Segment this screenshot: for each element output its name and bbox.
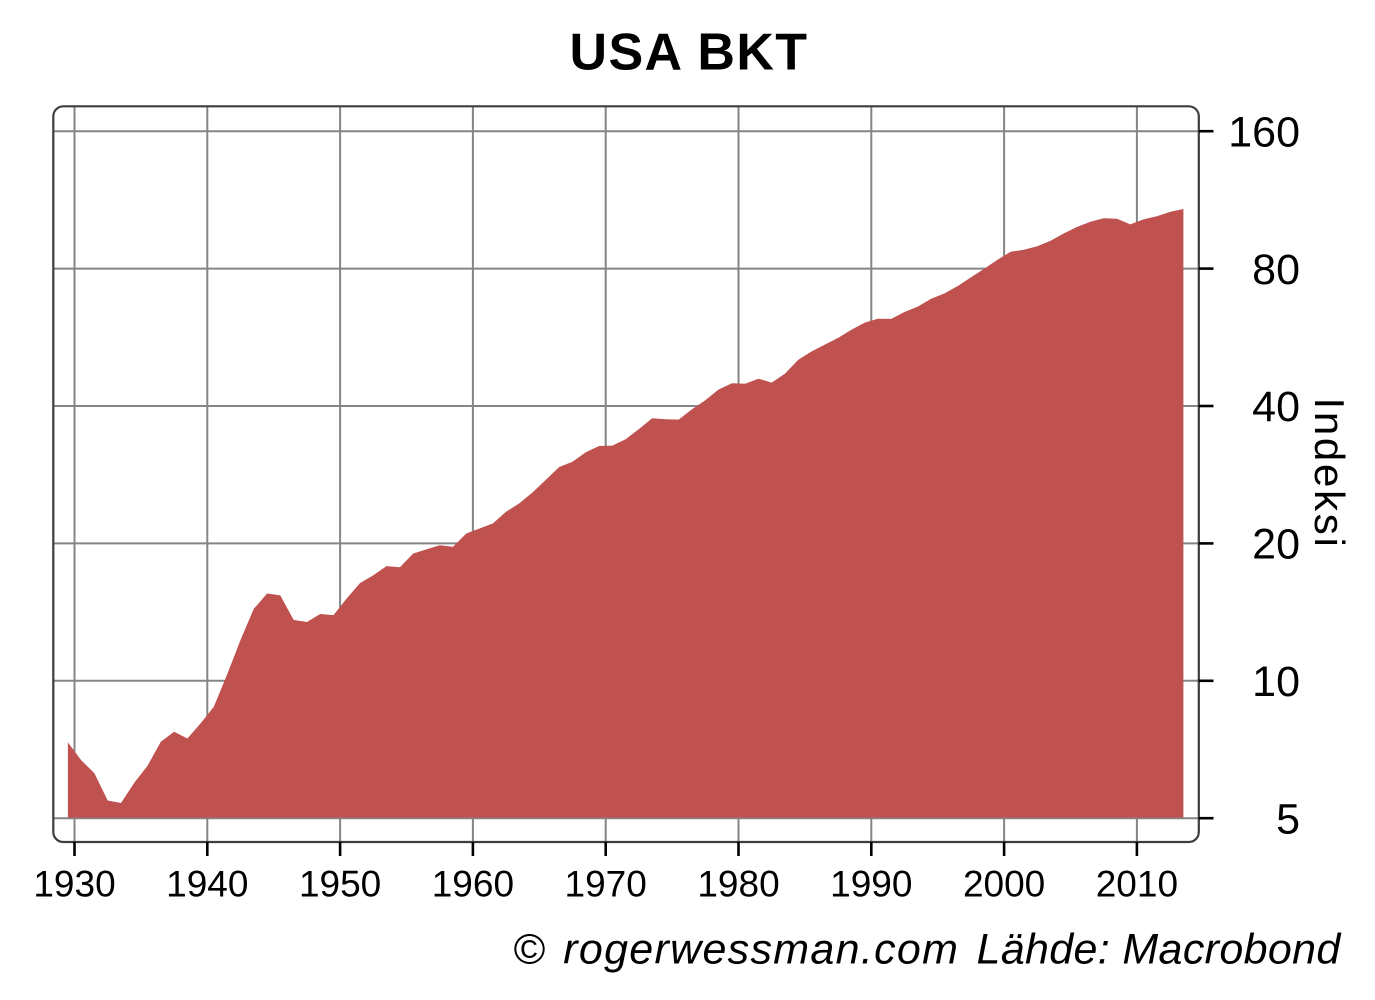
svg-text:USA BKT: USA BKT xyxy=(570,24,809,82)
svg-text:1940: 1940 xyxy=(166,864,248,905)
svg-text:2010: 2010 xyxy=(1096,864,1178,905)
svg-text:1950: 1950 xyxy=(299,864,381,905)
svg-text:Indeksi: Indeksi xyxy=(1306,398,1353,550)
svg-text:5: 5 xyxy=(1276,795,1300,843)
svg-text:20: 20 xyxy=(1252,521,1300,569)
svg-text:1970: 1970 xyxy=(565,864,647,905)
svg-text:© rogerwessman.com Lähde: Macr: © rogerwessman.com Lähde: Macrobond xyxy=(513,925,1342,973)
svg-text:80: 80 xyxy=(1252,246,1300,294)
svg-text:1960: 1960 xyxy=(432,864,514,905)
svg-text:1990: 1990 xyxy=(830,864,912,905)
svg-text:40: 40 xyxy=(1252,383,1300,431)
svg-text:1980: 1980 xyxy=(697,864,779,905)
svg-text:10: 10 xyxy=(1252,658,1300,706)
svg-text:2000: 2000 xyxy=(963,864,1045,905)
svg-text:160: 160 xyxy=(1228,108,1300,156)
svg-text:1930: 1930 xyxy=(33,864,115,905)
